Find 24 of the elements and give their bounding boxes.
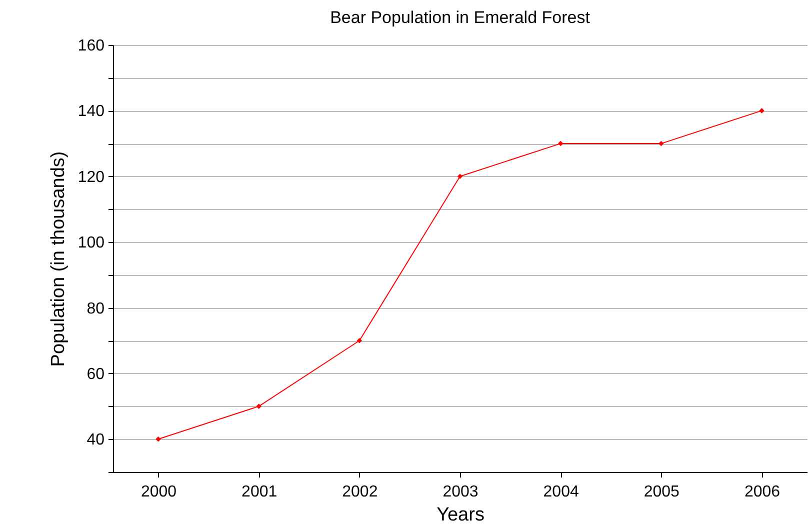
- y-tick-label: 40: [86, 432, 105, 449]
- y-tick-label: 120: [78, 168, 105, 186]
- x-tick-label: 2006: [744, 484, 780, 500]
- x-axis-title: Years: [436, 504, 484, 526]
- point: [457, 174, 463, 180]
- point: [759, 108, 764, 114]
- y-tick-label: 100: [78, 234, 105, 252]
- x-tick-label: 2001: [242, 484, 278, 500]
- y-axis-title: Population (in thousands): [48, 151, 69, 367]
- x-tick-label: 2004: [543, 484, 579, 500]
- x-tick-label: 2003: [442, 484, 478, 500]
- chart-title: Bear Population in Emerald Forest: [330, 8, 590, 27]
- x-tick-label: 2000: [140, 484, 177, 500]
- x-tick-label: 2002: [342, 484, 378, 500]
- point: [356, 338, 362, 344]
- y-tick-label: 140: [78, 103, 105, 120]
- y-tick-label: 60: [86, 366, 105, 383]
- point: [658, 140, 664, 146]
- y-tick-label: 160: [78, 38, 105, 54]
- x-tick-label: 2005: [644, 484, 680, 500]
- y-tick-label: 80: [86, 300, 105, 318]
- point: [156, 436, 161, 442]
- point: [256, 404, 262, 409]
- point: [558, 140, 564, 146]
